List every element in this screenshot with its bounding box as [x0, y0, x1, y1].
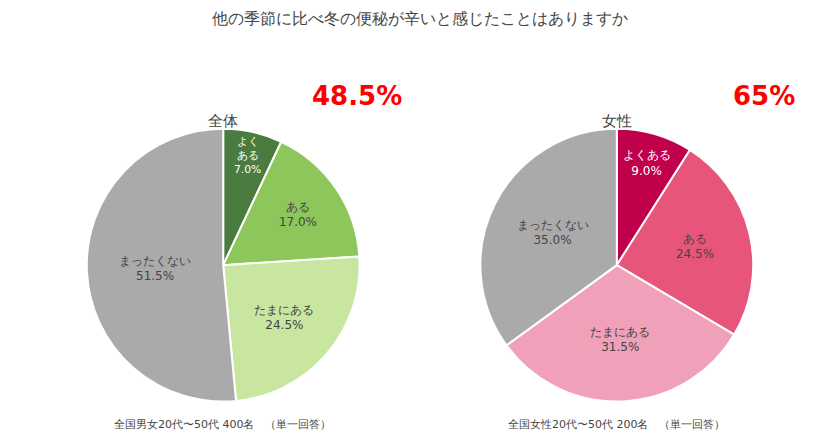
svg-text:ある24.5%: ある24.5% [676, 232, 714, 262]
svg-text:65%: 65% [733, 81, 795, 111]
svg-text:よくある9.0%: よくある9.0% [623, 148, 671, 178]
svg-text:よくある7.0%: よくある7.0% [234, 135, 261, 176]
svg-text:全国男女20代〜50代 400名 （単一回答）: 全国男女20代〜50代 400名 （単一回答） [114, 418, 332, 431]
svg-text:たまにある24.5%: たまにある24.5% [254, 303, 314, 333]
svg-text:たまにある31.5%: たまにある31.5% [590, 325, 650, 355]
svg-text:他の季節に比べ冬の便秘が辛いと感じたことはありますか: 他の季節に比べ冬の便秘が辛いと感じたことはありますか [212, 9, 628, 28]
svg-text:全体: 全体 [208, 112, 238, 130]
svg-text:まったくない51.5%: まったくない51.5% [119, 254, 191, 284]
svg-text:48.5%: 48.5% [312, 81, 402, 111]
svg-text:女性: 女性 [602, 112, 632, 130]
svg-text:まったくない35.0%: まったくない35.0% [517, 218, 589, 248]
svg-text:ある17.0%: ある17.0% [279, 200, 317, 230]
svg-text:全国女性20代〜50代 200名 （単一回答）: 全国女性20代〜50代 200名 （単一回答） [508, 418, 726, 431]
